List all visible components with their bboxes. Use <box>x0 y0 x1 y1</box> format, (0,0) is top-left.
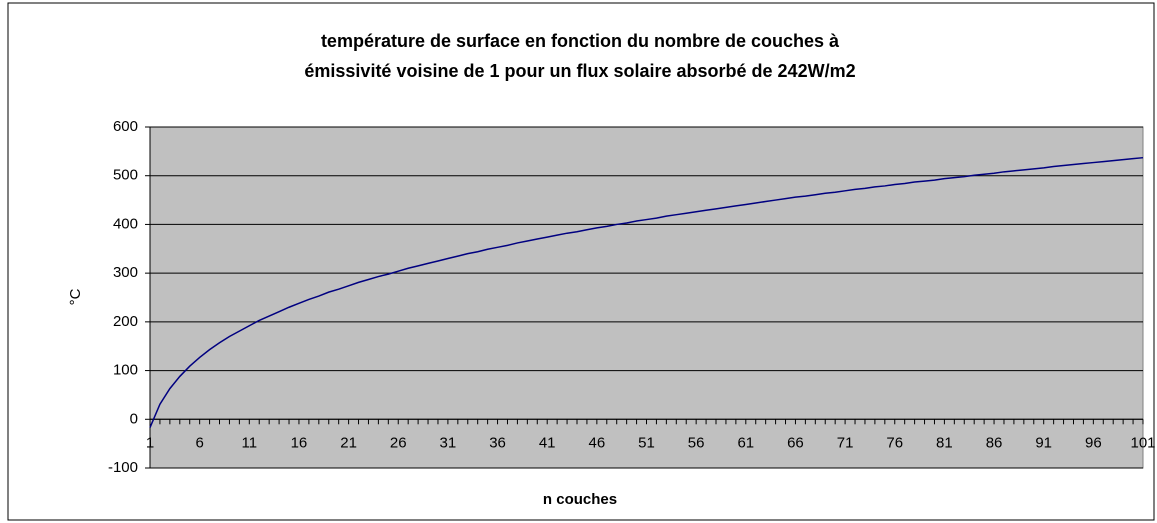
y-tick-label: 600 <box>113 118 138 135</box>
y-tick-label: 500 <box>113 167 138 184</box>
x-tick-label: 66 <box>787 434 804 451</box>
chart-title: émissivité voisine de 1 pour un flux sol… <box>304 61 855 81</box>
y-tick-label: 300 <box>113 264 138 281</box>
y-axis-title: °C <box>67 288 84 305</box>
x-tick-label: 41 <box>539 434 556 451</box>
x-tick-label: 36 <box>489 434 506 451</box>
x-tick-label: 81 <box>936 434 953 451</box>
x-tick-label: 51 <box>638 434 655 451</box>
y-tick-label: 400 <box>113 215 138 232</box>
data-line <box>149 156 1144 428</box>
y-tick-label: 100 <box>113 362 138 379</box>
y-tick-label: 0 <box>130 410 138 427</box>
x-tick-label: 96 <box>1085 434 1102 451</box>
x-tick-label: 46 <box>589 434 606 451</box>
chart-title: température de surface en fonction du no… <box>321 31 840 51</box>
y-tick-label: 200 <box>113 313 138 330</box>
x-tick-label: 16 <box>291 434 308 451</box>
x-axis-title: n couches <box>543 491 617 508</box>
y-tick-label: -100 <box>108 459 138 476</box>
x-tick-label: 1 <box>146 434 154 451</box>
x-tick-label: 76 <box>886 434 903 451</box>
x-tick-label: 86 <box>986 434 1003 451</box>
x-tick-label: 26 <box>390 434 407 451</box>
x-tick-label: 21 <box>340 434 357 451</box>
x-tick-label: 56 <box>688 434 705 451</box>
x-tick-label: 61 <box>737 434 754 451</box>
plot-background <box>149 126 1144 469</box>
x-tick-label: 31 <box>440 434 457 451</box>
x-tick-label: 91 <box>1035 434 1052 451</box>
x-tick-label: 101 <box>1130 434 1155 451</box>
x-tick-label: 11 <box>242 434 258 451</box>
x-tick-label: 71 <box>837 434 854 451</box>
x-tick-label: 6 <box>195 434 203 451</box>
